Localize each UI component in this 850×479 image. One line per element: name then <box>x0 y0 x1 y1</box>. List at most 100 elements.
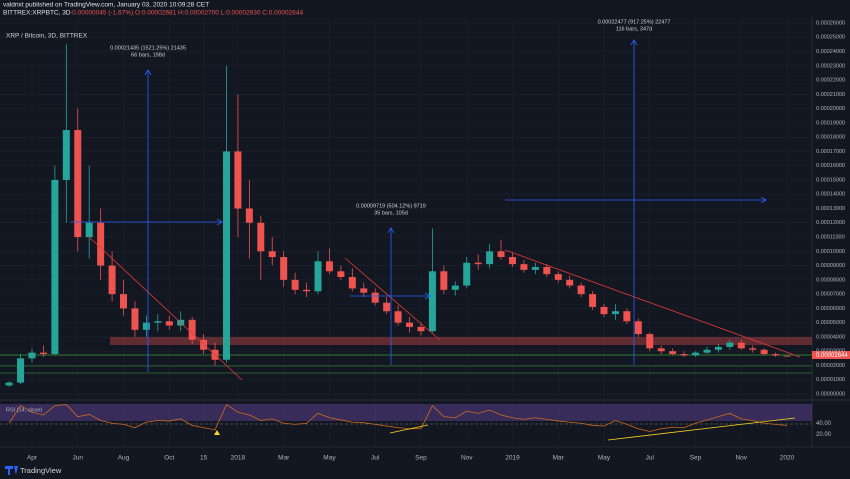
x-tick-label: 15 <box>200 455 208 462</box>
x-tick-label: Sep <box>690 455 702 462</box>
quote: -0.00000045 (-1.67%) O:0.00002681 H:0.00… <box>70 10 303 17</box>
y-tick-label: 0.00004000 <box>816 334 845 340</box>
candle-body <box>234 151 242 209</box>
candle-body <box>314 261 322 292</box>
candle-body <box>257 222 265 252</box>
candle-body <box>463 262 471 286</box>
range-arrow <box>505 196 767 204</box>
y-tick-label: 40.00 <box>816 421 832 427</box>
x-tick-label: Oct <box>164 455 174 462</box>
range-arrow <box>350 292 431 300</box>
rsi-line <box>8 403 788 432</box>
candle-body <box>497 251 505 258</box>
candle-body <box>474 262 482 265</box>
y-tick-label: 0.00006000 <box>816 306 845 312</box>
rsi-band <box>0 404 812 421</box>
x-tick-label: 2020 <box>780 455 795 462</box>
last-price-box <box>812 351 850 359</box>
x-tick-label: Jul <box>371 455 380 462</box>
range-arrow <box>630 39 638 365</box>
y-tick-label: 0.00010000 <box>816 249 845 255</box>
candle-body <box>531 267 539 270</box>
x-tick-label: Sep <box>415 455 427 462</box>
x-tick-label: Mar <box>553 455 565 462</box>
y-tick-label: 0.00017000 <box>816 149 845 155</box>
candle-body <box>337 271 345 277</box>
x-tick-label: May <box>323 455 336 462</box>
candle-body <box>417 326 425 332</box>
y-tick-label: 0.00024000 <box>816 49 845 55</box>
candle-body <box>51 179 59 355</box>
candle-body <box>703 349 711 353</box>
y-tick-label: 0.00007000 <box>816 292 845 298</box>
candle-body <box>486 251 494 265</box>
y-tick-label: 0.00013000 <box>816 206 845 212</box>
candle-body <box>554 274 562 280</box>
candle-body <box>714 346 722 350</box>
candle-body <box>28 352 36 359</box>
candle-body <box>5 382 13 386</box>
x-tick-label: Mar <box>278 455 290 462</box>
rsi-trend-line <box>389 424 429 434</box>
y-tick-label: 0.00000000 <box>816 391 845 397</box>
rsi-pane <box>8 403 788 432</box>
candle-body <box>62 130 70 180</box>
x-tick-label: Apr <box>27 455 38 462</box>
y-tick-label: 0.00014000 <box>816 192 845 198</box>
annotation: 0.00022477 (917.25%) 22477 <box>598 19 671 25</box>
candle-body <box>268 251 276 258</box>
x-tick-label: 2019 <box>505 455 520 462</box>
candle-body <box>692 352 700 356</box>
annotation: 0.00009719 (504.12%) 9719 <box>356 203 426 209</box>
candle-body <box>520 264 528 270</box>
candle-body <box>383 302 391 312</box>
candle-body <box>589 294 597 307</box>
candle-body <box>142 322 150 330</box>
candle-body <box>566 279 574 286</box>
rsi-title: RSI (14, close) <box>6 407 43 413</box>
candle-body <box>749 348 757 350</box>
candle-body <box>508 257 516 265</box>
annotation: 0.00021435 (1521.25%) 21435 <box>110 45 186 51</box>
x-tick-label: Jul <box>646 455 655 462</box>
candle-body <box>394 311 402 323</box>
candle-body <box>451 285 459 290</box>
candle-body <box>325 261 333 272</box>
candle-body <box>131 308 139 330</box>
candle-body <box>188 319 196 340</box>
y-tick-label: 0.00005000 <box>816 320 845 326</box>
candle-body <box>17 358 25 383</box>
candle-body <box>406 322 414 327</box>
x-tick-label: 2018 <box>231 455 246 462</box>
x-tick-label: May <box>598 455 611 462</box>
candle-body <box>303 289 311 292</box>
author-line: valdrixt published on TradingView.com, J… <box>3 2 209 9</box>
y-tick-label: 0.00021000 <box>816 92 845 98</box>
trend-line <box>504 249 801 358</box>
y-tick-label: 0.00003000 <box>816 349 845 355</box>
y-tick-label: 0.00008000 <box>816 277 845 283</box>
candles <box>5 44 791 387</box>
annotation: 66 bars, 198d <box>131 52 165 58</box>
candle-body <box>200 339 208 350</box>
candle-body <box>440 271 448 290</box>
candle-body <box>657 348 665 352</box>
y-tick-label: 0.00015000 <box>816 177 845 183</box>
candle-body <box>600 306 608 315</box>
candle-body <box>85 222 93 238</box>
candle-body <box>280 257 288 280</box>
arrows <box>70 39 767 372</box>
y-tick-label: 0.00011000 <box>816 234 845 240</box>
x-tick-label: Nov <box>735 455 747 462</box>
candle-body <box>623 311 631 322</box>
candle-body <box>428 271 436 332</box>
candle-body <box>760 349 768 355</box>
candle-body <box>680 354 688 356</box>
y-tick-label: 0.00001000 <box>816 377 845 383</box>
x-tick-label: Aug <box>118 455 130 462</box>
trend-line <box>87 235 243 381</box>
annotations: 0.00021435 (1521.25%) 21435 66 bars, 198… <box>70 19 801 381</box>
x-tick-label: Nov <box>461 455 473 462</box>
candle-body <box>97 222 105 266</box>
y-tick-label: 0.00012000 <box>816 220 845 226</box>
